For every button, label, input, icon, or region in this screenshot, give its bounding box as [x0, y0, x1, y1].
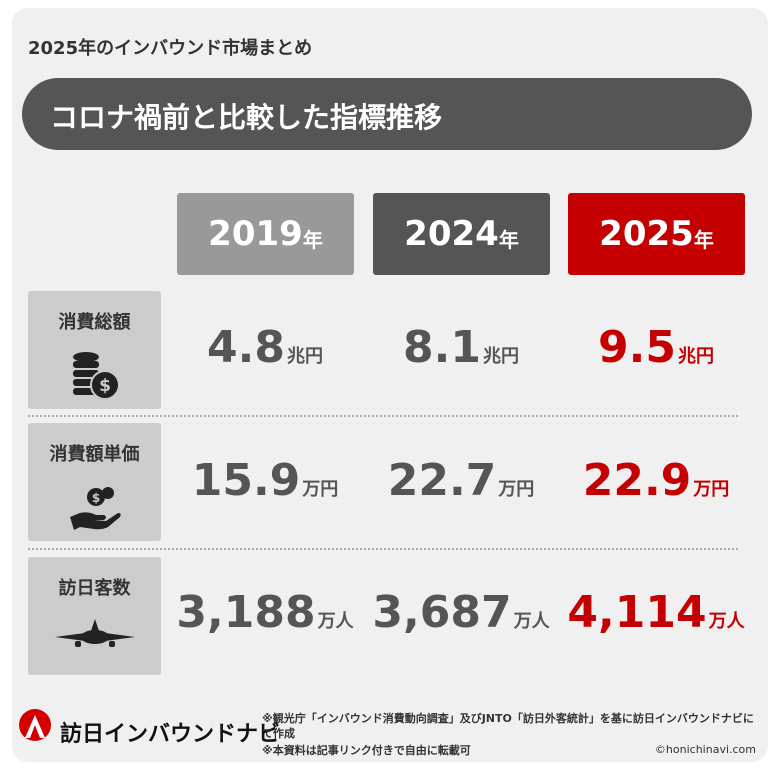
value-unit: 万人	[513, 611, 550, 632]
plane-icon	[55, 619, 135, 647]
title: コロナ禍前と比較した指標推移	[50, 101, 443, 134]
value-cell: 9.5 兆円	[558, 322, 754, 382]
row-separator	[28, 548, 738, 550]
row-label: 消費総額 $	[28, 291, 161, 409]
value-cell: 22.9 万円	[558, 455, 754, 515]
hand-coin-icon: $	[70, 487, 121, 530]
row-separator	[28, 415, 738, 417]
value-number: 15.9	[191, 455, 301, 506]
row-label: 訪日客数	[28, 557, 161, 675]
value-number: 4,114	[567, 587, 707, 638]
value-unit: 万人	[708, 611, 745, 632]
value-cell: 3,188 万人	[167, 587, 363, 647]
row-label: 消費額単価 $	[28, 423, 161, 541]
year-suffix: 年	[302, 227, 323, 252]
value-unit: 万円	[302, 479, 339, 500]
value-cell: 15.9 万円	[167, 455, 363, 515]
value-number: 22.9	[582, 455, 692, 506]
svg-text:$: $	[99, 376, 111, 396]
row-label-text: 訪日客数	[58, 578, 131, 599]
coins-icon: $	[73, 352, 120, 400]
value-unit: 万円	[693, 479, 730, 500]
value-unit: 兆円	[677, 346, 714, 367]
subtitle: 2025年のインバウンド市場まとめ	[28, 38, 313, 59]
value-cell: 22.7 万円	[363, 455, 559, 515]
year: 2019	[208, 214, 303, 254]
source-note: ※観光庁「インバウンド消費動向調査」及びJNTO「訪日外客統計」を基に訪日インバ…	[262, 712, 754, 740]
value-number: 4.8	[207, 322, 285, 373]
value-cell: 4,114 万人	[558, 587, 754, 647]
column-header: 2024 年	[373, 193, 550, 275]
title-pill	[22, 78, 752, 150]
value-number: 3,188	[176, 587, 316, 638]
value-cell: 4.8 兆円	[167, 322, 363, 382]
column-header: 2025 年	[568, 193, 745, 275]
value-cell: 8.1 兆円	[363, 322, 559, 382]
value-number: 3,687	[372, 587, 512, 638]
year-suffix: 年	[693, 227, 714, 252]
credit: ©honichinavi.com	[654, 743, 756, 756]
value-unit: 兆円	[286, 346, 323, 367]
value-cell: 3,687 万人	[363, 587, 559, 647]
row-label-text: 消費額単価	[49, 444, 140, 465]
year-suffix: 年	[498, 227, 519, 252]
value-unit: 万円	[498, 479, 535, 500]
svg-text:$: $	[92, 491, 100, 505]
column-header: 2019 年	[177, 193, 354, 275]
year: 2025	[599, 214, 694, 254]
row-label-text: 消費総額	[58, 312, 131, 333]
value-number: 22.7	[387, 455, 497, 506]
brand-logo	[19, 709, 51, 741]
value-number: 8.1	[403, 322, 481, 373]
reprint-note: ※本資料は記事リンク付きで自由に転載可	[262, 744, 471, 757]
value-number: 9.5	[598, 322, 676, 373]
year: 2024	[404, 214, 499, 254]
value-unit: 万人	[317, 611, 354, 632]
brand-name: 訪日インバウンドナビ	[60, 722, 281, 747]
value-unit: 兆円	[482, 346, 519, 367]
